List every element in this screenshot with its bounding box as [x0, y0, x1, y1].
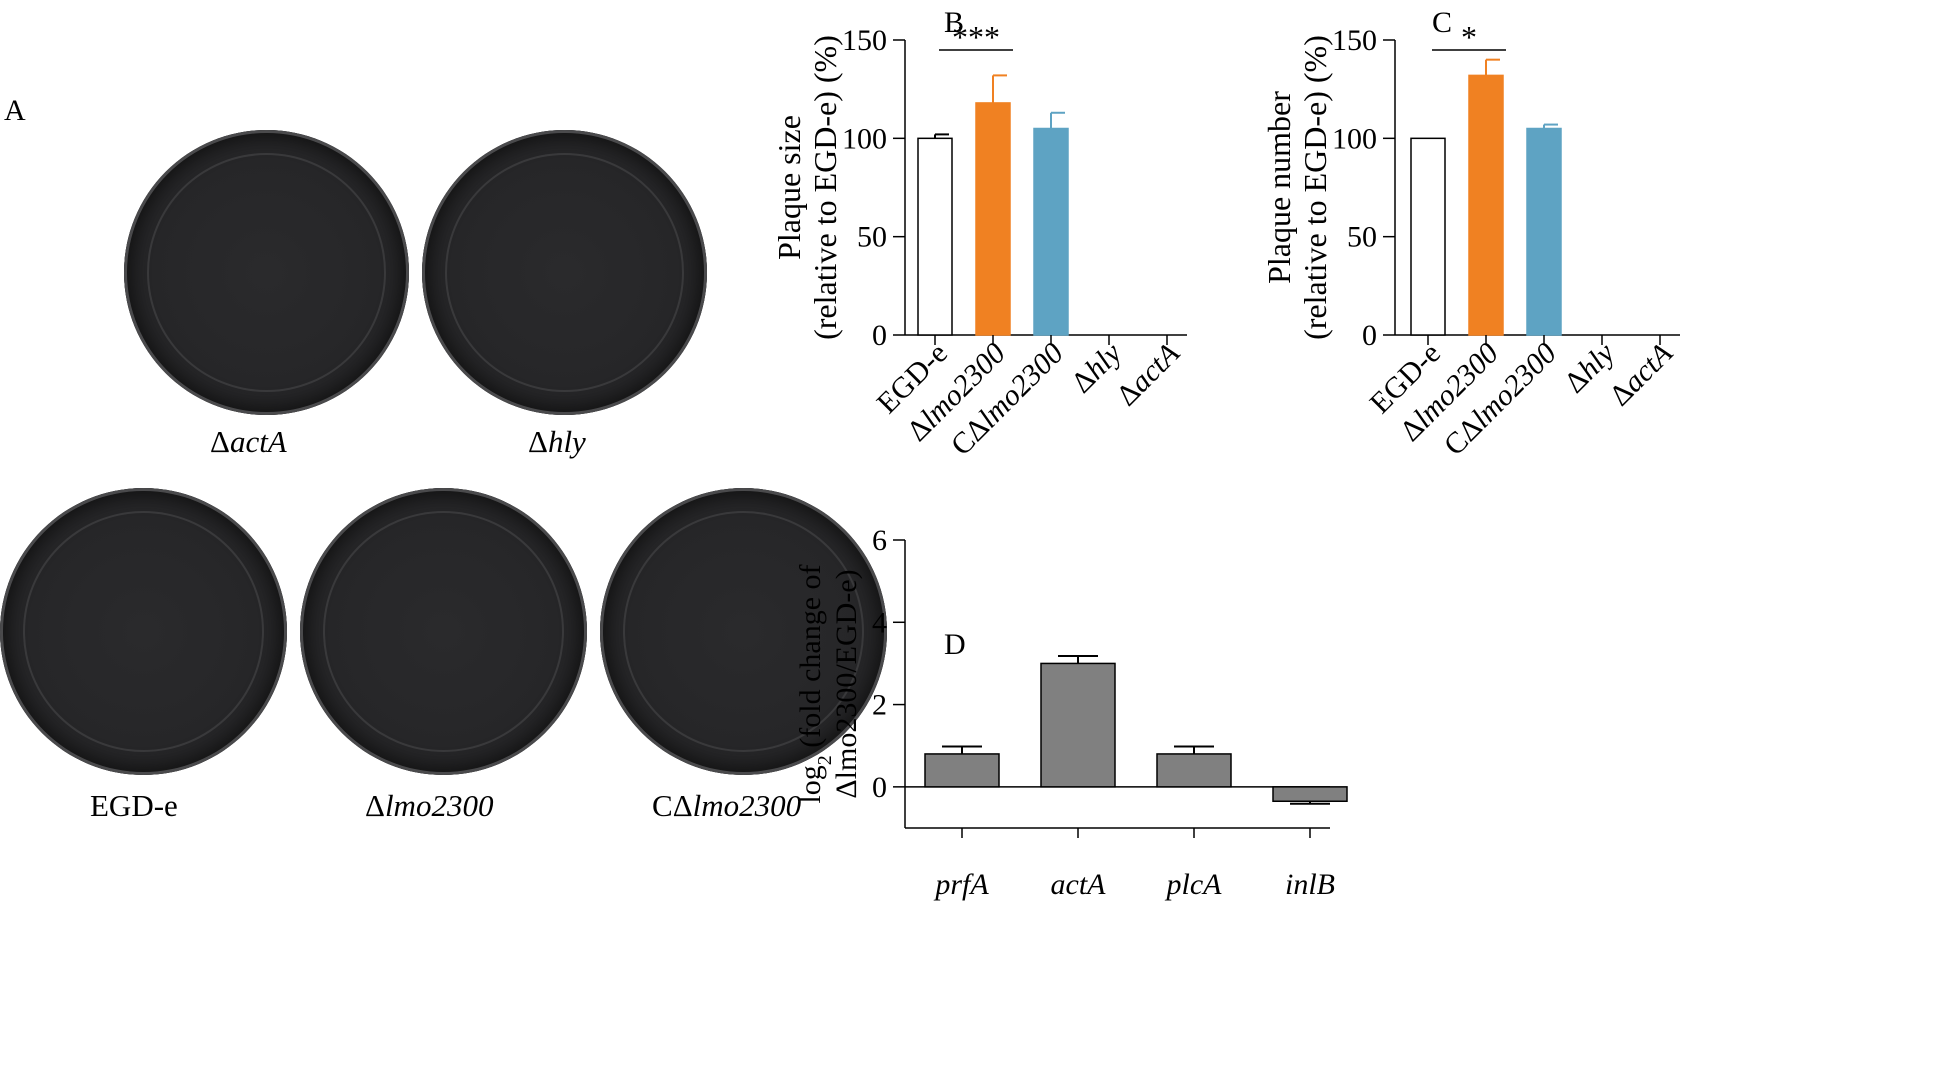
bar — [1468, 74, 1504, 336]
y-tick-label: 4 — [872, 606, 887, 639]
panel-label-d: D — [944, 628, 966, 661]
bar — [1410, 137, 1446, 336]
bar — [1040, 662, 1116, 788]
x-tick-label: actA — [1051, 868, 1107, 901]
plate-egd-e — [0, 488, 287, 775]
y-tick-label: 50 — [857, 221, 887, 254]
x-tick-label: inlB — [1285, 868, 1335, 901]
y-tick-label: 2 — [872, 689, 887, 722]
plate-delta-acta — [124, 130, 409, 415]
y-tick-label: 0 — [872, 319, 887, 352]
y-axis-label-line1: log2 (fold change of — [794, 564, 836, 803]
plate-delta-hly — [422, 130, 707, 415]
y-axis-label-line2: Δlmo2300/EGD-e) — [830, 569, 863, 798]
chart-c: 050100150EGD-eΔlmo2300CΔlmo2300ΔhlyΔactA… — [1261, 19, 1680, 462]
chart-d: 0 2 4 6 prfA actA plcA inlB log2 (fold change of… — [794, 524, 1348, 901]
y-axis-label-line2: (relative to EGD-e) (%) — [1297, 35, 1333, 340]
y-tick-label: 6 — [872, 524, 887, 557]
plate-label-delta-hly: Δhly — [528, 424, 586, 459]
bar — [1526, 127, 1562, 336]
x-tick-label: ΔactA — [1110, 336, 1186, 412]
bar — [1156, 753, 1232, 788]
panel-label-b: B — [944, 6, 965, 39]
significance-label: *** — [952, 19, 1000, 55]
y-axis-label-line1: Plaque number — [1261, 91, 1297, 284]
bar — [917, 137, 953, 336]
panel-label-a: A — [4, 94, 26, 127]
x-tick-label: ΔactA — [1603, 336, 1679, 412]
y-tick-label: 0 — [1362, 319, 1377, 352]
significance-label: * — [1461, 19, 1477, 55]
y-tick-label: 150 — [842, 24, 887, 57]
plate-label-c-delta-lmo2300: CΔlmo2300 — [652, 788, 802, 823]
y-tick-label: 50 — [1347, 221, 1377, 254]
bar — [1272, 786, 1348, 803]
plate-label-delta-acta: ΔactA — [210, 424, 287, 459]
chart-b: 050100150EGD-eΔlmo2300CΔlmo2300ΔhlyΔactA… — [771, 19, 1187, 462]
y-axis-label-line1: Plaque size — [771, 115, 807, 260]
y-tick-label: 100 — [842, 122, 887, 155]
bar — [924, 753, 1000, 788]
y-axis-label-line2: (relative to EGD-e) (%) — [807, 35, 843, 340]
y-tick-label: 0 — [872, 771, 887, 804]
bar — [1033, 127, 1069, 336]
y-tick-label: 150 — [1332, 24, 1377, 57]
bar — [975, 102, 1011, 336]
y-tick-label: 100 — [1332, 122, 1377, 155]
panel-label-c: C — [1432, 6, 1453, 39]
plate-delta-lmo2300 — [300, 488, 587, 775]
x-tick-label: plcA — [1165, 868, 1223, 901]
plate-label-egd-e: EGD-e — [90, 788, 178, 823]
x-tick-label: prfA — [933, 868, 989, 901]
plate-label-delta-lmo2300: Δlmo2300 — [365, 788, 494, 823]
plate-c-delta-lmo2300 — [600, 488, 887, 775]
